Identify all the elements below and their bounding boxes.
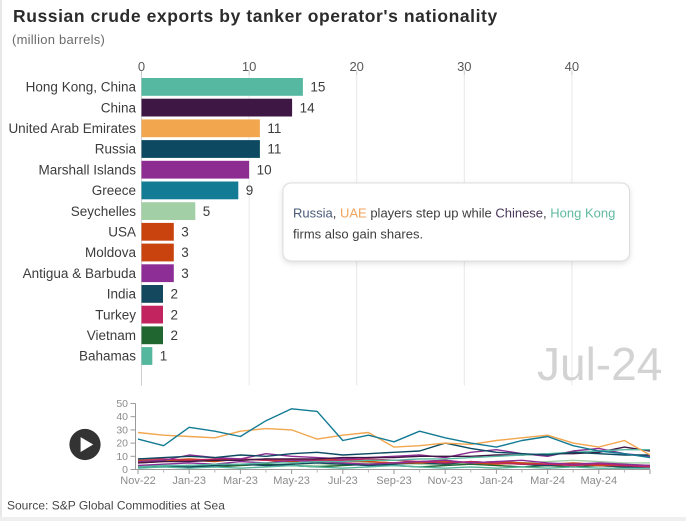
svg-text:Antigua & Barbuda: Antigua & Barbuda bbox=[23, 266, 137, 281]
svg-text:30: 30 bbox=[457, 59, 471, 74]
svg-text:Seychelles: Seychelles bbox=[71, 204, 137, 219]
svg-text:11: 11 bbox=[267, 121, 281, 136]
svg-text:2: 2 bbox=[171, 307, 179, 322]
svg-text:Nov-22: Nov-22 bbox=[120, 475, 155, 487]
svg-text:Marshall Islands: Marshall Islands bbox=[38, 162, 136, 177]
svg-text:40: 40 bbox=[116, 411, 128, 423]
svg-text:30: 30 bbox=[116, 424, 128, 436]
svg-text:50: 50 bbox=[116, 398, 128, 410]
svg-text:Russia: Russia bbox=[95, 142, 137, 157]
svg-text:Bahamas: Bahamas bbox=[79, 349, 136, 364]
svg-text:1: 1 bbox=[160, 349, 168, 364]
svg-text:5: 5 bbox=[203, 204, 211, 219]
svg-text:Jan-23: Jan-23 bbox=[172, 475, 206, 487]
svg-text:Mar-23: Mar-23 bbox=[223, 475, 258, 487]
svg-text:14: 14 bbox=[300, 100, 316, 115]
svg-text:India: India bbox=[107, 287, 137, 302]
svg-text:10: 10 bbox=[242, 59, 256, 74]
svg-text:Source: S&P Global Commodities: Source: S&P Global Commodities at Sea bbox=[7, 499, 225, 513]
svg-text:15: 15 bbox=[310, 80, 325, 95]
svg-text:3: 3 bbox=[181, 266, 189, 281]
svg-text:Turkey: Turkey bbox=[95, 307, 136, 322]
svg-text:Hong Kong, China: Hong Kong, China bbox=[26, 80, 137, 95]
svg-text:May-24: May-24 bbox=[580, 475, 617, 487]
svg-text:40: 40 bbox=[565, 59, 579, 74]
svg-text:firms also gain shares.: firms also gain shares. bbox=[293, 227, 423, 242]
svg-text:0: 0 bbox=[122, 464, 128, 476]
svg-text:3: 3 bbox=[181, 245, 189, 260]
svg-text:2: 2 bbox=[171, 328, 179, 343]
svg-text:United Arab Emirates: United Arab Emirates bbox=[8, 121, 136, 136]
svg-text:Vietnam: Vietnam bbox=[87, 328, 136, 343]
svg-text:20: 20 bbox=[349, 59, 363, 74]
svg-text:Jul-23: Jul-23 bbox=[328, 475, 358, 487]
svg-text:20: 20 bbox=[116, 438, 128, 450]
svg-text:2: 2 bbox=[171, 287, 179, 302]
svg-text:May-23: May-23 bbox=[273, 475, 310, 487]
svg-text:3: 3 bbox=[181, 225, 189, 240]
svg-text:Moldova: Moldova bbox=[85, 245, 137, 260]
svg-text:USA: USA bbox=[108, 225, 136, 240]
svg-text:10: 10 bbox=[116, 451, 128, 463]
svg-text:0: 0 bbox=[138, 59, 145, 74]
svg-text:Russia, UAE players step up wh: Russia, UAE players step up while Chines… bbox=[293, 206, 615, 221]
svg-text:Jan-24: Jan-24 bbox=[480, 475, 514, 487]
svg-text:11: 11 bbox=[267, 142, 281, 157]
svg-text:Nov-23: Nov-23 bbox=[427, 475, 462, 487]
svg-text:(million barrels): (million barrels) bbox=[12, 32, 105, 47]
svg-text:Jul-24: Jul-24 bbox=[537, 338, 662, 390]
svg-text:Sep-23: Sep-23 bbox=[376, 475, 411, 487]
svg-text:Greece: Greece bbox=[92, 183, 136, 198]
svg-text:China: China bbox=[101, 100, 137, 115]
svg-text:Russian crude exports by tanke: Russian crude exports by tanker operator… bbox=[13, 6, 498, 26]
svg-text:9: 9 bbox=[246, 183, 254, 198]
svg-text:10: 10 bbox=[257, 162, 272, 177]
svg-text:Mar-24: Mar-24 bbox=[530, 475, 565, 487]
